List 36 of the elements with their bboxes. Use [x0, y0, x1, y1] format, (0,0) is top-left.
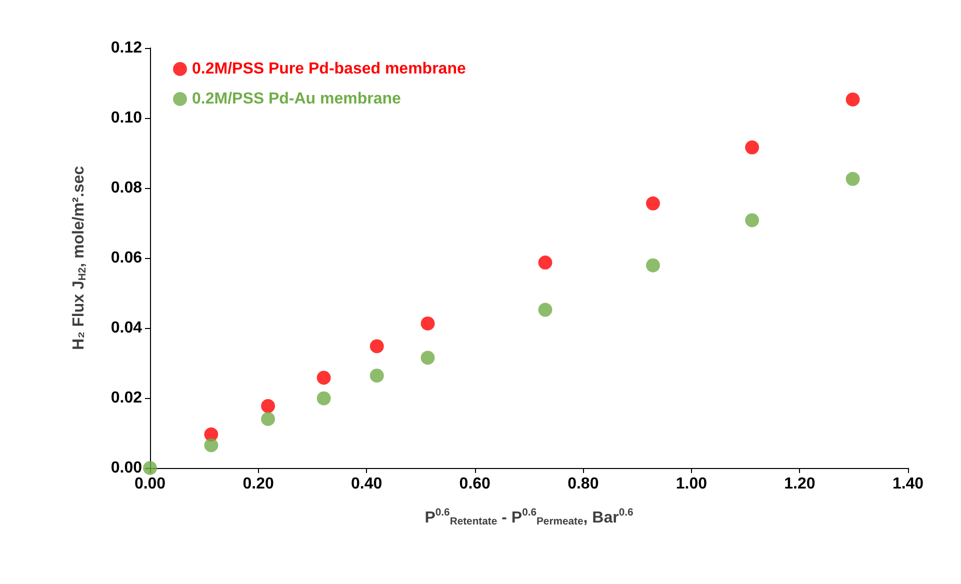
y-tick-label: 0.06	[110, 250, 142, 266]
x-tick-label: 1.20	[784, 476, 816, 492]
x-tick-label: 0.40	[351, 476, 382, 492]
x-tick-label: 0.80	[568, 476, 599, 492]
point	[370, 339, 384, 354]
y-tick-label: 0.10	[110, 110, 142, 126]
point	[261, 412, 276, 426]
point	[538, 256, 552, 270]
point	[538, 302, 552, 317]
point	[846, 172, 860, 186]
point	[420, 350, 435, 365]
point	[745, 140, 760, 154]
legend-label: 0.2M/PSS Pure Pd-based membrane	[192, 60, 466, 78]
point	[204, 438, 218, 452]
point	[745, 213, 760, 228]
x-tick-label: 0.00	[134, 476, 166, 492]
point	[646, 258, 660, 272]
x-tick-label: 1.00	[676, 476, 708, 492]
point	[420, 316, 435, 330]
x-tick-label: 0.60	[459, 476, 491, 492]
point	[143, 461, 157, 475]
point	[261, 399, 276, 414]
legend-label: 0.2M/PSS Pd-Au membrane	[192, 90, 402, 108]
point	[646, 196, 660, 210]
point	[316, 391, 331, 406]
y-tick-label: 0.02	[110, 390, 142, 406]
point	[316, 370, 331, 385]
y-tick-label: 0.00	[110, 460, 142, 476]
y-tick-label: 0.04	[110, 320, 142, 336]
point	[846, 92, 860, 106]
y-tick-label: 0.12	[110, 40, 142, 56]
point	[370, 368, 384, 383]
y-axis-title: H₂ Flux JH2, mole/m².sec	[70, 166, 88, 350]
x-tick-label: 1.40	[892, 476, 924, 492]
x-tick-label: 0.20	[242, 476, 274, 492]
y-tick-label: 0.08	[110, 180, 142, 196]
